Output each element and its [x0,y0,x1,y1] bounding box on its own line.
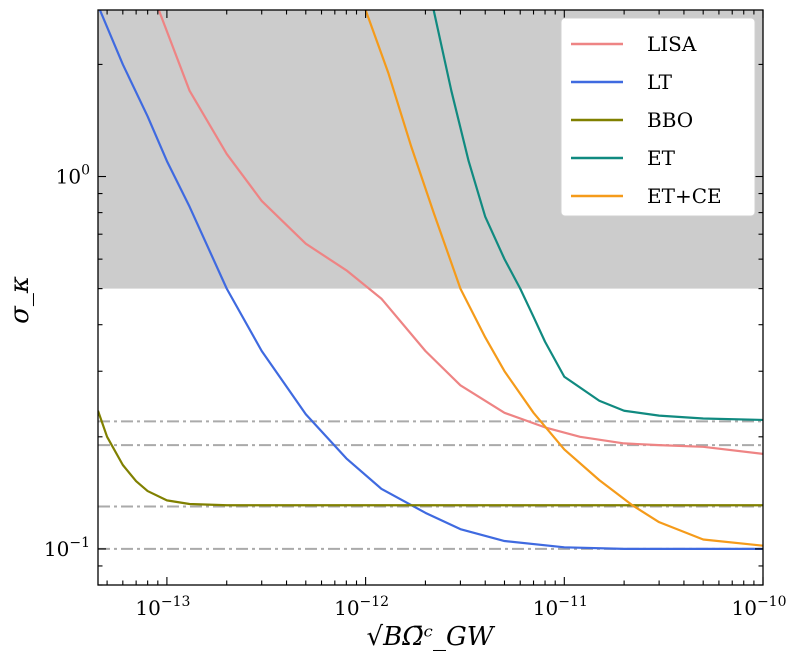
y-tick-labels: 10−1 100 [44,163,90,561]
legend: LISA LT BBO ET ET+CE [560,17,756,217]
series-line-lisa [157,10,763,455]
legend-label: LISA [647,32,697,56]
series-line-et-ce [364,10,763,547]
x-axis-label: √BΩ̄ᶜ_GW [367,622,496,652]
series-line-lt [98,10,763,551]
x-tick-label: 10−12 [334,594,389,620]
legend-box [560,17,756,217]
series-lines [98,10,763,551]
legend-label: LT [647,70,673,94]
x-tick-label: 10−11 [533,594,588,620]
x-tick-label: 10−10 [732,594,787,620]
series-line-bbo [98,410,763,507]
series-line-et [432,10,763,422]
legend-label: ET+CE [647,184,722,208]
legend-label: ET [647,146,676,170]
legend-label: BBO [647,108,693,132]
y-tick-label: 10−1 [44,535,90,561]
y-axis-label: σ_κ [5,276,35,324]
x-tick-labels: 10−13 10−12 10−11 10−10 [135,594,786,620]
axis-ticks [98,10,764,586]
x-tick-label: 10−13 [135,594,190,620]
reference-lines [98,420,763,550]
y-tick-label: 100 [56,163,90,189]
plot-frame [97,9,764,586]
